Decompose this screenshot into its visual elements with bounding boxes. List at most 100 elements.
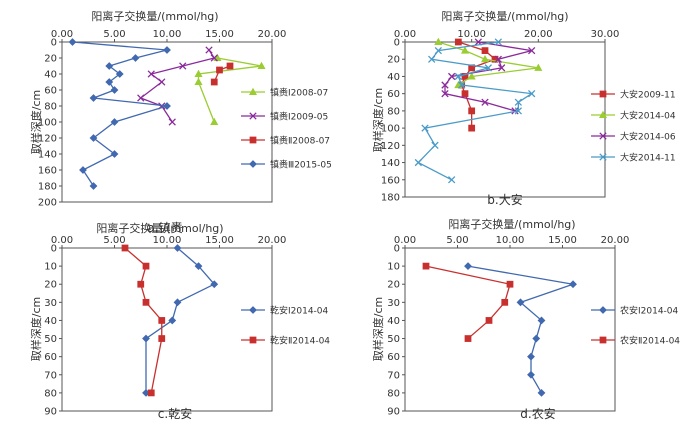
- y-axis-title: 取样深度/cm: [29, 297, 43, 361]
- legend-entry: 农安Ⅰ2014-04: [591, 305, 679, 317]
- y-tick-label: 20: [387, 55, 400, 66]
- x-tick-label: 5.00: [103, 235, 125, 246]
- panel-caption: c.乾安: [158, 406, 192, 421]
- legend-marker: [599, 336, 607, 344]
- data-point: [498, 64, 506, 72]
- y-axis-title: 取样深度/cm: [371, 88, 385, 152]
- legend-marker: [249, 160, 257, 168]
- data-point: [441, 81, 449, 89]
- data-point: [428, 55, 436, 63]
- data-point: [137, 94, 145, 102]
- data-point: [210, 78, 218, 86]
- series-1: [142, 244, 219, 397]
- series-2: [422, 262, 514, 342]
- y-tick-label: 100: [381, 124, 400, 135]
- data-point: [480, 54, 490, 63]
- plot-frame: [61, 247, 273, 412]
- x-tick-label: 0.00: [51, 29, 73, 40]
- data-point: [210, 54, 218, 62]
- y-tick-label: 40: [44, 70, 57, 81]
- data-point: [528, 46, 536, 55]
- x-tick-label: 20.00: [601, 235, 630, 246]
- x-tick-label: 0.00: [394, 29, 416, 40]
- data-point: [105, 62, 114, 70]
- data-point: [163, 102, 171, 110]
- data-point: [142, 334, 150, 343]
- x-tick-label: 20.00: [258, 29, 287, 40]
- legend-marker: [249, 306, 257, 314]
- y-tick-label: 0: [51, 244, 57, 255]
- data-point: [461, 90, 469, 98]
- y-tick-label: 160: [38, 166, 57, 177]
- y-tick-label: 70: [387, 370, 400, 381]
- x-tick-label: 0.00: [51, 235, 73, 246]
- y-tick-label: 70: [44, 370, 57, 381]
- data-point: [210, 117, 219, 126]
- legend-label: 镇赉Ⅲ2015-05: [270, 159, 332, 171]
- data-point: [514, 107, 522, 115]
- y-tick-label: 40: [44, 316, 57, 327]
- data-point: [158, 317, 166, 324]
- series-line: [425, 265, 511, 340]
- data-point: [448, 176, 456, 184]
- x-tick-label: 15.00: [205, 29, 234, 40]
- legend-entry: 镇赉Ⅰ2008-07: [241, 87, 328, 99]
- y-axis-title: 取样深度/cm: [371, 297, 385, 361]
- legend-marker: [249, 136, 257, 144]
- data-point: [481, 98, 489, 106]
- y-tick-label: 50: [387, 334, 400, 345]
- legend-label: 镇赉Ⅰ2009-05: [270, 111, 328, 123]
- y-tick-label: 180: [38, 182, 57, 193]
- y-tick-label: 120: [38, 134, 57, 145]
- x-tick-label: 0.00: [394, 235, 416, 246]
- data-point: [528, 90, 536, 98]
- y-tick-label: 10: [387, 262, 400, 273]
- y-tick-label: 90: [387, 407, 400, 418]
- y-tick-label: 50: [44, 334, 57, 345]
- data-point: [168, 316, 177, 325]
- data-point: [158, 78, 166, 86]
- data-point: [506, 280, 514, 288]
- data-point: [431, 141, 439, 149]
- legend-marker: [599, 90, 607, 98]
- data-point: [422, 262, 430, 270]
- chart-panel-b: 0.00 10.00 20.00 30.00 0 20 40 60 80 100 120 140 160…: [371, 9, 676, 207]
- data-point: [79, 166, 87, 174]
- y-tick-label: 160: [381, 175, 400, 186]
- legend-label: 农安Ⅱ2014-04: [620, 335, 680, 347]
- y-tick-label: 140: [38, 150, 57, 161]
- y-tick-label: 30: [44, 298, 57, 309]
- data-point: [137, 280, 145, 288]
- data-point: [514, 98, 522, 106]
- legend-entry: 大安2014-06: [591, 131, 676, 143]
- x-axis-title: 阳离子交换量/(mmol/hg): [448, 217, 575, 231]
- legend-label: 大安2014-06: [620, 131, 676, 143]
- data-point: [537, 388, 546, 397]
- data-point: [485, 317, 493, 324]
- data-point: [110, 86, 119, 94]
- data-point: [414, 158, 422, 167]
- series-2: [434, 37, 543, 89]
- series-2: [137, 46, 218, 126]
- y-tick-label: 80: [44, 102, 57, 113]
- data-point: [467, 72, 476, 80]
- y-axis-title: 取样深度/cm: [29, 90, 43, 154]
- data-point: [163, 46, 171, 54]
- data-point: [532, 334, 541, 343]
- chart-panel-d: 0.00 5.00 10.00 15.00 20.00 0 10 20 30 40 50 60 70 80…: [371, 217, 680, 421]
- data-point: [569, 280, 577, 289]
- data-point: [458, 81, 466, 89]
- data-point: [454, 38, 462, 46]
- data-point: [534, 63, 543, 71]
- y-tick-label: 180: [381, 193, 400, 204]
- y-tick-label: 30: [387, 298, 400, 309]
- data-point: [121, 244, 129, 252]
- x-tick-label: 15.00: [548, 235, 577, 246]
- legend-label: 镇赉Ⅰ2008-07: [270, 87, 328, 99]
- y-tick-label: 60: [387, 89, 400, 100]
- series-4: [68, 38, 171, 190]
- x-tick-label: 10.00: [153, 29, 182, 40]
- plot-frame: [404, 41, 606, 198]
- data-point: [441, 90, 449, 98]
- legend-entry: 大安2014-04: [591, 110, 676, 122]
